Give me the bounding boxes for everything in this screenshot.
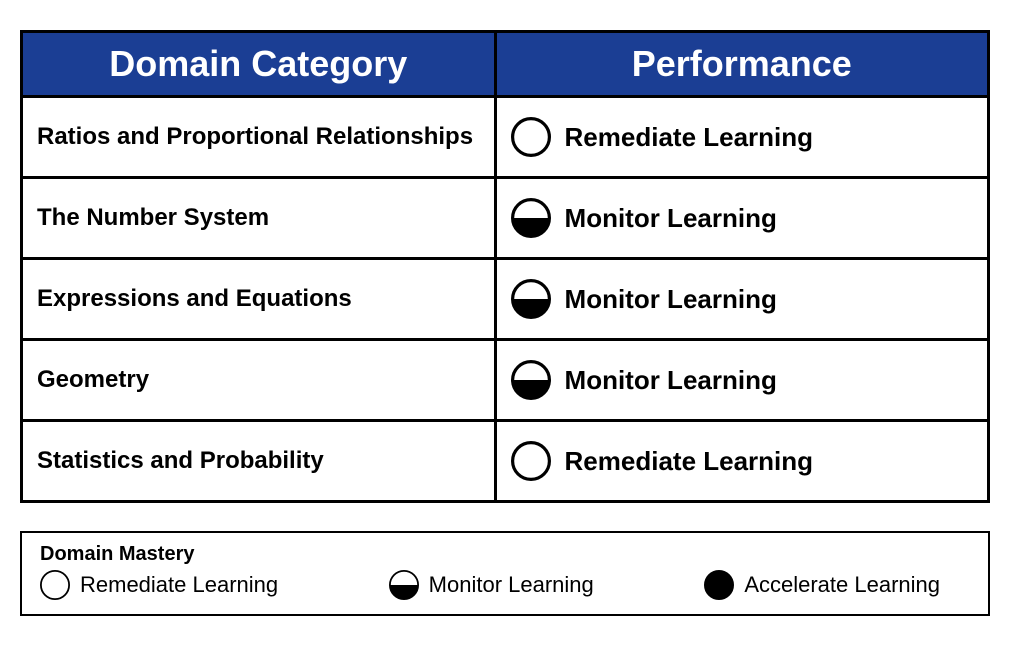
circle-empty-icon xyxy=(511,441,551,481)
circle-half-icon xyxy=(511,279,551,319)
domain-label: Ratios and Proportional Relationships xyxy=(23,98,497,176)
table-row: Expressions and Equations Monitor Learni… xyxy=(23,257,987,338)
header-performance: Performance xyxy=(497,33,987,95)
circle-empty-icon xyxy=(511,117,551,157)
legend-item: Remediate Learning xyxy=(40,570,278,600)
table-row: Statistics and Probability Remediate Lea… xyxy=(23,419,987,500)
circle-half-icon xyxy=(511,198,551,238)
performance-cell: Monitor Learning xyxy=(497,179,987,257)
domain-label: Geometry xyxy=(23,341,497,419)
legend-label: Accelerate Learning xyxy=(744,572,940,598)
performance-label: Monitor Learning xyxy=(565,365,777,396)
domain-label: The Number System xyxy=(23,179,497,257)
table-row: The Number System Monitor Learning xyxy=(23,176,987,257)
legend-label: Remediate Learning xyxy=(80,572,278,598)
table-row: Ratios and Proportional Relationships Re… xyxy=(23,95,987,176)
legend-label: Monitor Learning xyxy=(429,572,594,598)
legend-title: Domain Mastery xyxy=(40,543,970,566)
performance-cell: Monitor Learning xyxy=(497,260,987,338)
circle-empty-icon xyxy=(40,570,70,600)
legend-item: Monitor Learning xyxy=(389,570,594,600)
domain-label: Expressions and Equations xyxy=(23,260,497,338)
circle-full-icon xyxy=(704,570,734,600)
performance-cell: Monitor Learning xyxy=(497,341,987,419)
table-header-row: Domain Category Performance xyxy=(23,33,987,95)
performance-cell: Remediate Learning xyxy=(497,422,987,500)
table-row: Geometry Monitor Learning xyxy=(23,338,987,419)
domain-label: Statistics and Probability xyxy=(23,422,497,500)
performance-label: Remediate Learning xyxy=(565,122,814,153)
performance-table: Domain Category Performance Ratios and P… xyxy=(20,30,990,503)
header-domain-category: Domain Category xyxy=(23,33,497,95)
legend-box: Domain Mastery Remediate Learning Monito… xyxy=(20,531,990,616)
legend-item: Accelerate Learning xyxy=(704,570,940,600)
circle-half-icon xyxy=(511,360,551,400)
performance-label: Remediate Learning xyxy=(565,446,814,477)
performance-cell: Remediate Learning xyxy=(497,98,987,176)
performance-label: Monitor Learning xyxy=(565,203,777,234)
legend-items: Remediate Learning Monitor Learning Acce… xyxy=(40,570,970,600)
performance-label: Monitor Learning xyxy=(565,284,777,315)
circle-half-icon xyxy=(389,570,419,600)
